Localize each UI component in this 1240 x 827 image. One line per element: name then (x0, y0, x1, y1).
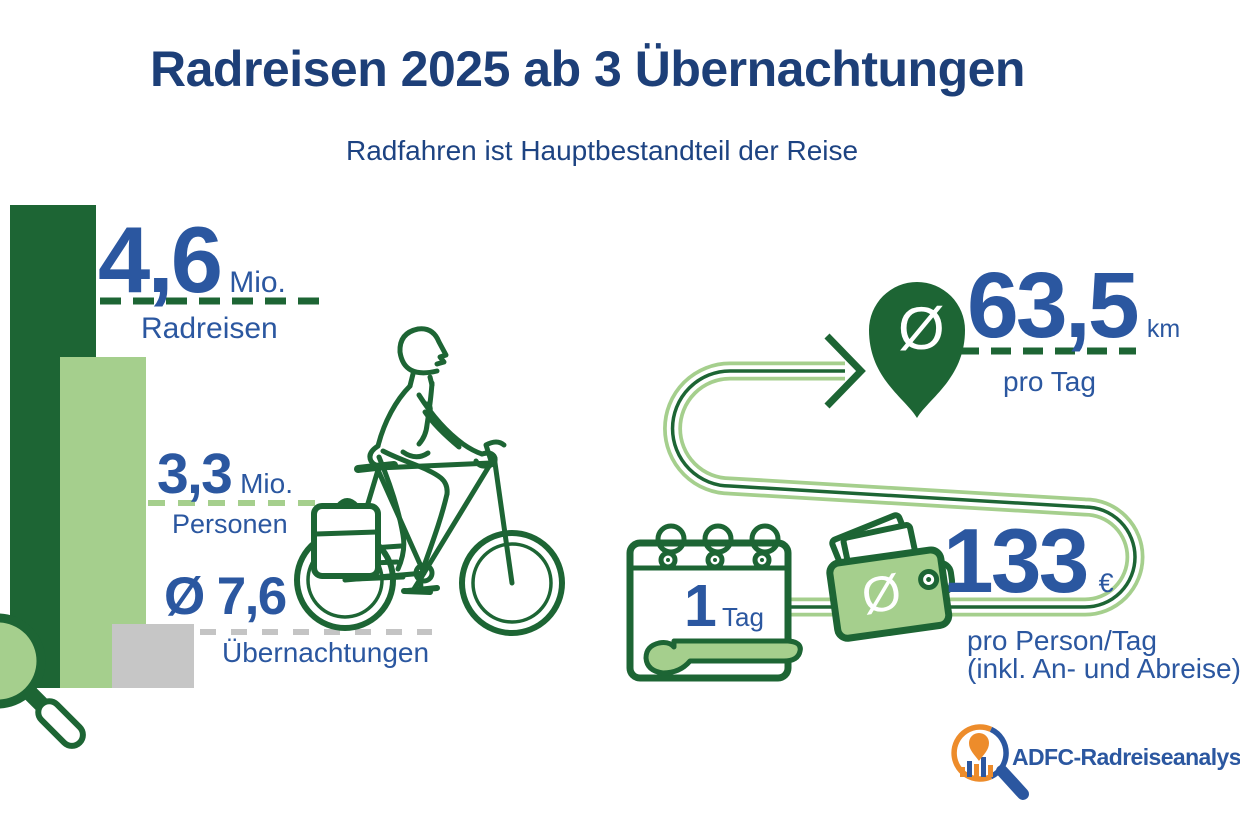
wallet-avg-symbol: Ø (857, 563, 906, 625)
stat-personen-value: 3,3 Mio. (157, 446, 293, 503)
stat-value: 1 (684, 573, 717, 639)
stat-unit: Tag (722, 602, 764, 632)
calendar-icon (626, 523, 803, 682)
wallet-icon (826, 512, 956, 642)
magnifier-icon (0, 613, 86, 749)
logo-text: ADFC-Radreiseanalyse (1012, 744, 1240, 770)
stat-value: 133 (943, 511, 1089, 612)
stat-radreisen-label: Radreisen (141, 312, 278, 345)
stat-personen-label: Personen (172, 509, 288, 539)
stat-cost-label: pro Person/Tag (967, 625, 1157, 656)
stat-cost-note: (inkl. An- und Abreise) (967, 653, 1240, 684)
wallet-body (826, 546, 953, 642)
stat-km-label: pro Tag (1003, 366, 1096, 397)
map-pin-icon (869, 282, 965, 418)
page-title: Radreisen 2025 ab 3 Übernachtungen (150, 41, 1025, 97)
adfc-logo-icon (951, 724, 1029, 800)
bar-uebernachtungen (112, 624, 194, 688)
stat-value: 7,6 (216, 567, 288, 626)
stat-value: 3,3 (157, 442, 233, 506)
avg-symbol: Ø (164, 567, 217, 626)
stat-uebernachtungen-label: Übernachtungen (222, 637, 430, 668)
bar-chart (10, 205, 432, 688)
stat-cost-value: 133 € (943, 516, 1114, 607)
cyclist-icon (294, 326, 565, 636)
stat-uebernachtungen-value: Ø 7,6 (164, 567, 288, 626)
route-arrow-icon (824, 333, 866, 409)
stat-value: 4,6 (98, 207, 223, 312)
stat-unit: Mio. (229, 266, 286, 299)
calendar-day-value: 1 Tag (684, 577, 764, 636)
map-pin-avg-symbol: Ø (898, 295, 945, 362)
stat-unit: km (1146, 315, 1181, 343)
stat-value: 63,5 (967, 253, 1140, 357)
page-subtitle: Radfahren ist Hauptbestandteil der Reise (346, 135, 859, 166)
stat-km-value: 63,5 km (967, 259, 1180, 352)
route-path (663, 333, 1145, 617)
calendar-rings (655, 523, 781, 570)
logo-pin-icon (969, 733, 989, 761)
stat-radreisen-value: 4,6 Mio. (98, 213, 286, 307)
stat-unit: Mio. (240, 468, 294, 499)
stat-unit: € (1098, 568, 1114, 598)
